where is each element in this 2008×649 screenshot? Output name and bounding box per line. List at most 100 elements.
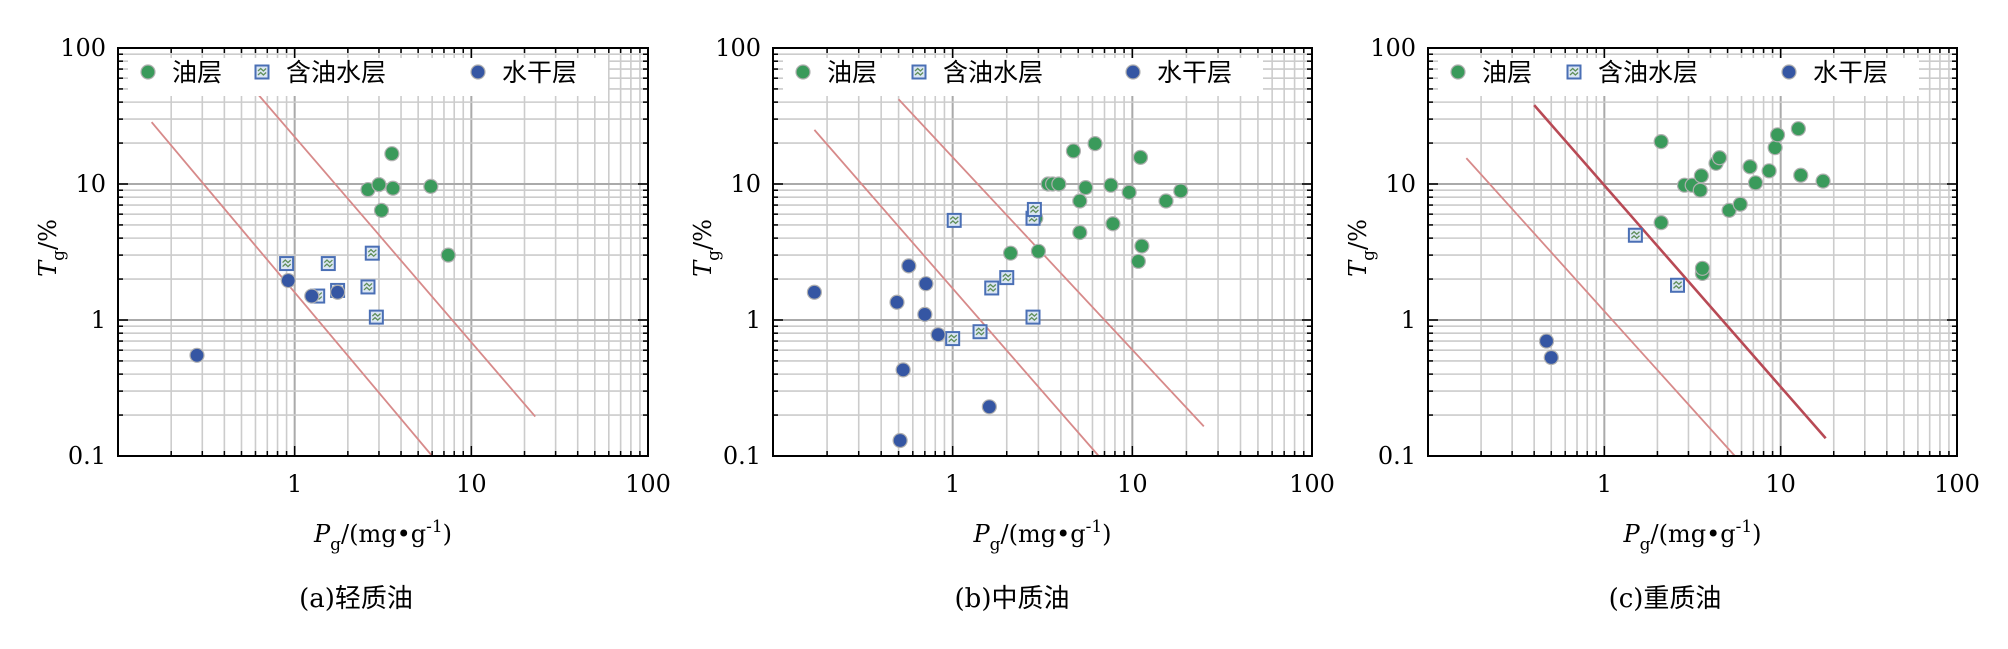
- square-marker-box: [1627, 227, 1643, 243]
- data-point: [1694, 260, 1711, 276]
- data-point: [1173, 183, 1189, 199]
- series-1: [1653, 121, 1831, 282]
- x-axis-label-sup: -1: [1736, 517, 1753, 537]
- data-point: [385, 180, 401, 196]
- square-marker-hatch: [975, 327, 985, 336]
- legend-marker: [1450, 64, 1466, 80]
- data-point: [1761, 163, 1777, 179]
- y-tick-label: 1: [746, 306, 761, 334]
- data-point: [917, 306, 933, 322]
- data-point: [1538, 333, 1555, 349]
- x-tick-label: 1: [1597, 470, 1612, 498]
- data-point: [895, 362, 911, 378]
- legend-marker: [911, 64, 927, 80]
- data-point: [1072, 193, 1088, 209]
- square-marker-box: [1566, 64, 1582, 80]
- y-axis-label: Tg/%: [34, 219, 69, 277]
- square-marker-box: [999, 270, 1015, 286]
- legend-marker: [1781, 64, 1797, 80]
- data-point: [1087, 136, 1103, 152]
- data-point: [360, 279, 376, 295]
- data-point: [1747, 175, 1764, 191]
- y-axis-label-sub: g: [1359, 250, 1379, 261]
- square-marker-box: [320, 256, 336, 272]
- series-2: [1627, 227, 1686, 293]
- x-axis-label-main: P: [1622, 520, 1640, 548]
- square-marker-hatch: [323, 259, 333, 268]
- square-marker-box: [279, 256, 295, 272]
- x-axis-label: Pg/(mg•g-1): [972, 517, 1111, 555]
- square-marker-box: [364, 245, 380, 261]
- x-axis-label-close: ): [1752, 520, 1761, 548]
- panel-caption: (b)中质油: [955, 584, 1070, 614]
- data-point: [1065, 143, 1082, 159]
- data-point: [1815, 173, 1831, 189]
- square-marker-box: [984, 280, 1000, 296]
- legend-label: 含油水层: [1598, 58, 1698, 87]
- data-point: [1134, 238, 1150, 254]
- data-point: [1543, 349, 1559, 366]
- data-point: [972, 324, 988, 340]
- data-point: [1653, 134, 1669, 150]
- x-axis-label-sub: g: [990, 535, 1001, 555]
- data-point: [1767, 140, 1783, 156]
- plot-frame: [1427, 47, 1958, 457]
- legend-background: [783, 58, 1263, 96]
- y-axis-label-main: T: [1344, 259, 1372, 277]
- y-axis-label-sub: g: [704, 250, 724, 261]
- square-marker-box: [946, 212, 962, 228]
- y-tick-label: 0.1: [68, 442, 106, 470]
- y-axis-label-main: T: [689, 259, 717, 277]
- data-point: [280, 272, 296, 289]
- legend-label: 含油水层: [943, 58, 1043, 87]
- x-tick-label: 1: [287, 470, 302, 498]
- y-axis-label-main: T: [34, 259, 62, 277]
- data-point: [1627, 227, 1643, 243]
- square-marker-box: [1026, 201, 1042, 217]
- reference-line: [150, 121, 433, 457]
- y-tick-label: 1: [1401, 306, 1416, 334]
- data-point: [1670, 277, 1686, 293]
- data-point: [892, 432, 908, 449]
- y-tick-label: 10: [75, 170, 106, 198]
- x-tick-label: 10: [1765, 470, 1796, 498]
- x-axis-label-close: ): [1102, 520, 1111, 548]
- legend-label: 水干层: [502, 58, 577, 87]
- legend-marker: [1125, 64, 1141, 80]
- data-point: [1105, 216, 1121, 232]
- data-point: [1103, 177, 1119, 193]
- panel-caption: (a)轻质油: [299, 584, 413, 614]
- data-point: [1025, 309, 1041, 325]
- data-point: [1693, 168, 1709, 184]
- legend-label: 水干层: [1813, 58, 1888, 87]
- data-point: [1072, 224, 1088, 241]
- square-marker-box: [368, 309, 384, 325]
- legend-background: [128, 58, 608, 96]
- y-axis-label-unit: /%: [689, 219, 717, 250]
- reference-line: [254, 90, 536, 418]
- square-marker-hatch: [367, 248, 377, 258]
- data-point: [384, 146, 400, 162]
- data-point: [1732, 196, 1748, 212]
- square-marker-hatch: [1673, 280, 1683, 290]
- legend-label: 油层: [1482, 58, 1532, 87]
- tick-marks: [1428, 48, 1957, 456]
- data-point: [1130, 253, 1146, 269]
- y-axis-label: Tg/%: [1344, 219, 1379, 277]
- square-marker-hatch: [1002, 273, 1012, 282]
- square-marker-box: [254, 64, 270, 80]
- reference-line: [897, 98, 1205, 428]
- data-point: [279, 256, 295, 272]
- y-axis-label-unit: /%: [34, 219, 62, 250]
- x-tick-label: 100: [1289, 470, 1335, 498]
- y-axis-label-unit: /%: [1344, 219, 1372, 250]
- square-marker-hatch: [949, 216, 959, 225]
- data-point: [1790, 121, 1806, 137]
- square-marker-hatch: [914, 67, 924, 76]
- x-axis-label: Pg/(mg•g-1): [313, 517, 452, 555]
- square-marker-hatch: [1630, 230, 1640, 240]
- legend-label: 水干层: [1157, 58, 1232, 87]
- tick-marks: [118, 48, 648, 456]
